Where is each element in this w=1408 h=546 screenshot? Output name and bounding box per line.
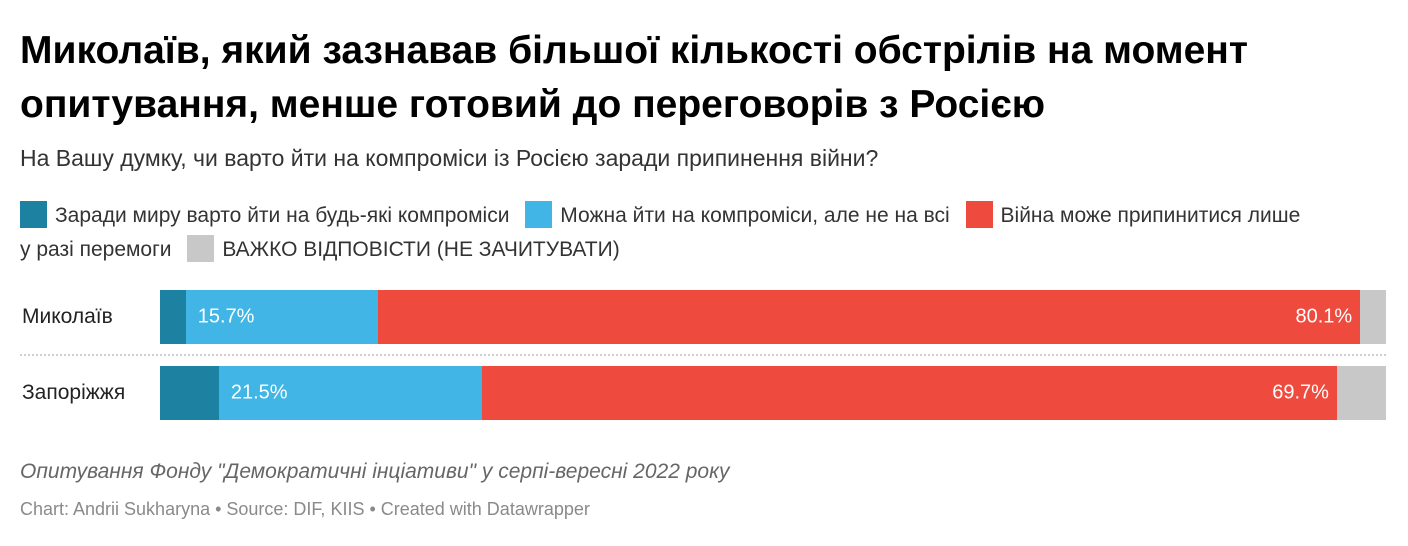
bar-segment: 80.1% (378, 290, 1361, 344)
row-label: Миколаїв (22, 305, 113, 328)
data-label: 15.7% (197, 305, 255, 328)
row-label: Запоріжжя (22, 381, 126, 404)
row-divider (20, 354, 1386, 356)
legend-item: Війна може припинитися лише у разі перем… (20, 201, 1301, 261)
stacked-bar: 21.5% 69.7% (160, 366, 1386, 420)
legend-swatch (525, 201, 553, 228)
stacked-bar: 15.7% 80.1% (160, 290, 1386, 344)
bar-segment (1336, 366, 1386, 420)
legend: Заради миру варто йти на будь-які компро… (20, 199, 1310, 267)
data-label: 21.5% (230, 381, 288, 404)
data-label: 80.1% (1295, 305, 1353, 328)
chart-footer: Chart: Andrii Sukharyna • Source: DIF, K… (20, 499, 590, 519)
bar-segment: 15.7% (185, 290, 379, 344)
chart-subtitle: На Вашу думку, чи варто йти на компроміс… (20, 145, 879, 171)
legend-item: Заради миру варто йти на будь-які компро… (20, 201, 510, 228)
data-label: 69.7% (1272, 381, 1329, 404)
legend-label: ВАЖКО ВІДПОВІСТИ (НЕ ЗАЧИТУВАТИ) (222, 238, 620, 261)
bar-segment: 69.7% (482, 366, 1337, 420)
legend-swatch (20, 201, 47, 228)
legend-label: Заради миру варто йти на будь-які компро… (55, 204, 510, 227)
bar-segment (160, 290, 186, 344)
legend-label: Можна йти на компроміси, але не на всі (560, 204, 950, 227)
legend-item: Можна йти на компроміси, але не на всі (525, 201, 950, 228)
legend-swatch (965, 201, 993, 228)
legend-label: Війна може припинитися лише у разі перем… (20, 204, 1301, 261)
legend-swatch (187, 235, 215, 262)
legend-item: ВАЖКО ВІДПОВІСТИ (НЕ ЗАЧИТУВАТИ) (187, 235, 620, 262)
bar-segment (160, 366, 219, 420)
bar-segment (1360, 290, 1386, 344)
bar-segment: 21.5% (218, 366, 483, 420)
chart-title: Миколаїв, який зазнавав більшої кількост… (20, 29, 1248, 126)
chart-notes: Опитування Фонду "Демократичні інціативи… (20, 460, 730, 483)
